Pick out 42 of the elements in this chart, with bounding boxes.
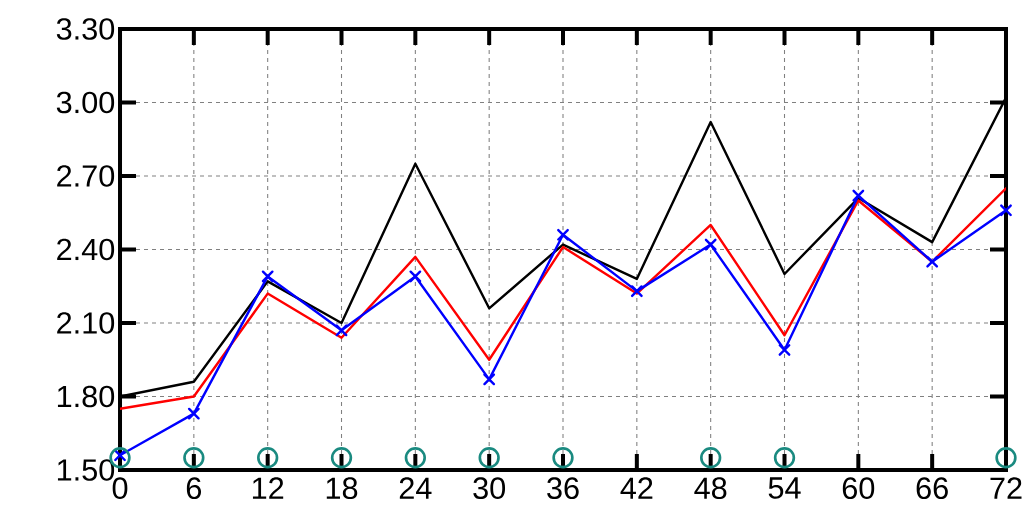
x-tick-label: 24 xyxy=(399,477,432,499)
point xyxy=(926,255,939,268)
point xyxy=(409,270,422,283)
x-tick-label: 60 xyxy=(842,477,875,500)
point xyxy=(1000,204,1012,217)
y-tick-label: 2.40 xyxy=(57,238,115,261)
point xyxy=(773,447,796,469)
point xyxy=(700,447,722,469)
point xyxy=(630,285,643,298)
y-tick-label: 2.10 xyxy=(57,312,115,334)
x-tick-label: 66 xyxy=(916,477,948,500)
point xyxy=(257,447,279,469)
x-tick-label: 12 xyxy=(252,477,284,499)
y-tick-label: 3.30 xyxy=(56,18,115,40)
point xyxy=(183,447,205,469)
point xyxy=(552,447,574,469)
x-tick-label: 72 xyxy=(990,477,1022,499)
point xyxy=(478,447,500,469)
point xyxy=(778,344,791,356)
y-tick-label: 3.00 xyxy=(56,91,115,114)
point xyxy=(330,447,353,469)
x-tick-label: 30 xyxy=(473,477,506,500)
y-tick-label: 1.50 xyxy=(57,459,115,481)
point xyxy=(261,270,274,283)
y-tick-label: 2.70 xyxy=(57,165,115,187)
point xyxy=(483,373,496,386)
x-tick-label: 42 xyxy=(620,477,653,499)
point xyxy=(187,407,200,420)
x-tick-label: 36 xyxy=(547,477,579,500)
x-tick-label: 54 xyxy=(768,477,801,499)
point xyxy=(404,447,427,469)
line-series xyxy=(120,187,1006,410)
y-tick-label: 1.80 xyxy=(57,385,115,408)
x-tick-label: 0 xyxy=(112,477,128,500)
x-tick-label: 18 xyxy=(326,477,358,500)
point xyxy=(704,238,717,251)
point xyxy=(557,228,569,241)
x-tick-label: 48 xyxy=(694,477,727,500)
point xyxy=(995,447,1017,469)
point xyxy=(852,189,865,202)
x-tick-label: 6 xyxy=(186,477,202,500)
point xyxy=(335,324,348,337)
